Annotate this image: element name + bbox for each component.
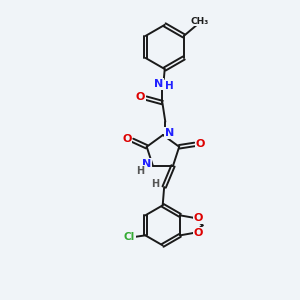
Text: O: O — [136, 92, 145, 102]
Text: H: H — [151, 179, 159, 189]
Text: H: H — [136, 166, 145, 176]
Text: O: O — [194, 213, 203, 223]
Text: Cl: Cl — [124, 232, 135, 242]
Text: O: O — [122, 134, 131, 144]
Text: N: N — [165, 128, 174, 138]
Text: O: O — [194, 228, 203, 238]
Text: H: H — [165, 81, 174, 91]
Text: N: N — [154, 79, 164, 89]
Text: N: N — [142, 158, 151, 169]
Text: CH₃: CH₃ — [190, 17, 208, 26]
Text: O: O — [196, 139, 205, 149]
